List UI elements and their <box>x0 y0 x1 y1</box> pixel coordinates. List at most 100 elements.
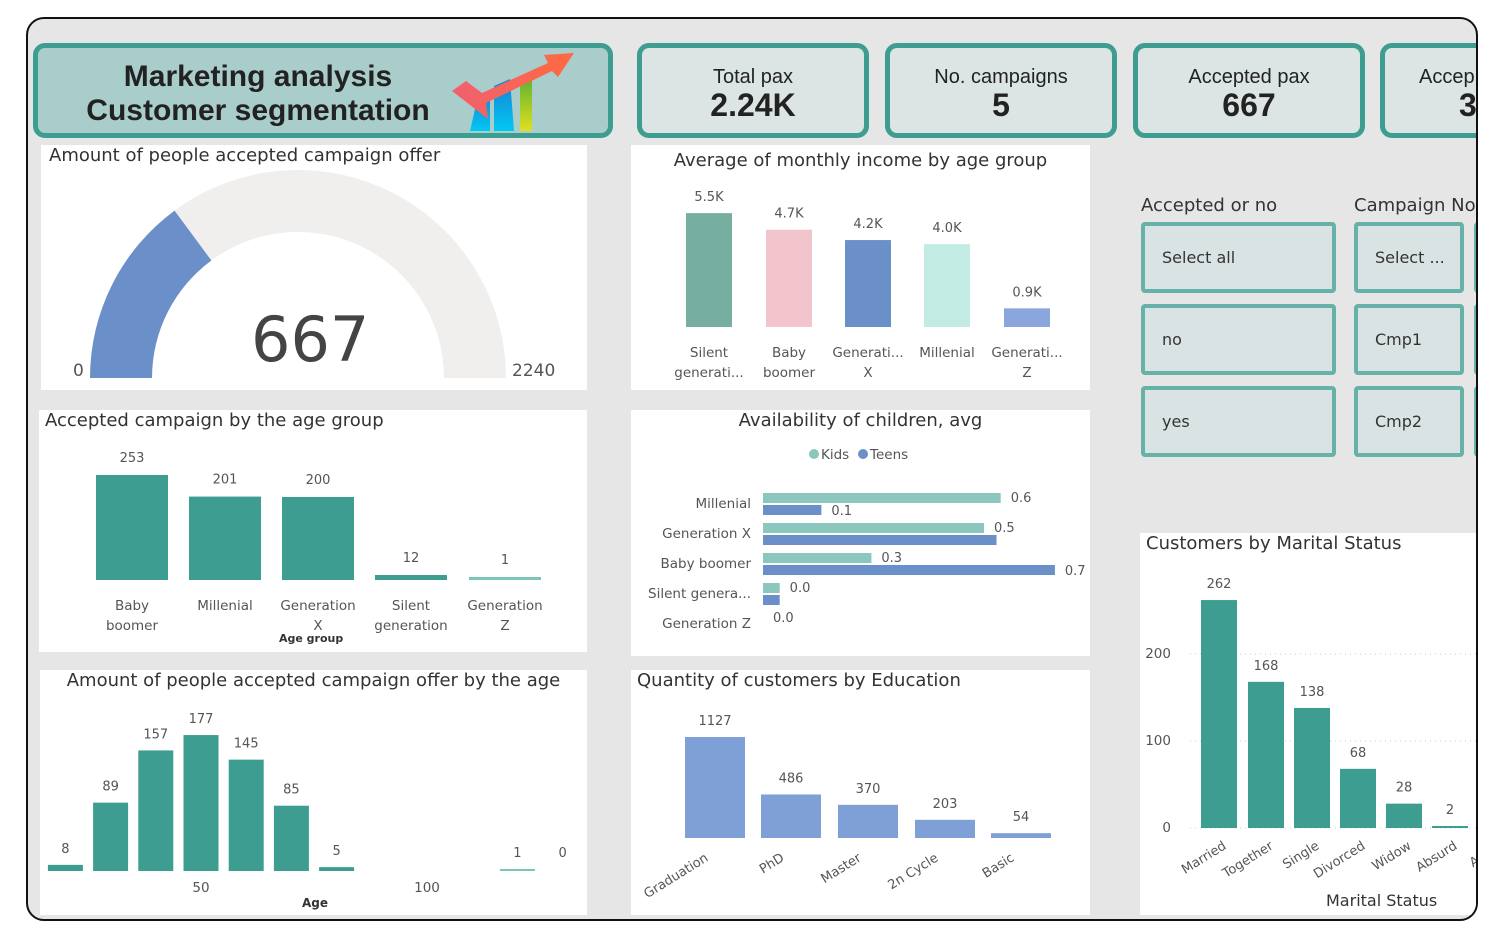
category-label-0: Millenial <box>695 496 751 512</box>
bar-0 <box>1201 600 1237 828</box>
gauge-fill <box>90 210 212 378</box>
gauge-title: Amount of people accepted campaign offer <box>49 145 441 166</box>
kpi-no-campaigns: No. campaigns 5 <box>885 43 1117 138</box>
gauge-chart <box>90 170 506 378</box>
category-label-2: Master <box>819 850 865 887</box>
data-label-4: 0.9K <box>1012 285 1042 300</box>
children-panel: Availability of children, avg Kids Teens M… <box>631 410 1090 656</box>
age-panel: Amount of people accepted campaign offer… <box>40 670 587 915</box>
data-label-1: 201 <box>213 473 238 488</box>
age-chart: 8 89 157 177 145 85 5 1 0 50 100 <box>47 712 567 896</box>
data-label-kids-0: 0.6 <box>1011 491 1032 506</box>
data-label-1: 168 <box>1254 659 1279 674</box>
bar-3 <box>183 735 219 871</box>
bar-kids-2 <box>763 553 872 563</box>
slicer-option-select[interactable]: Select ... <box>1354 222 1464 293</box>
category-label-0: boomer <box>106 618 159 634</box>
slicer-option-cmp1[interactable]: Cmp1 <box>1354 304 1464 375</box>
slicer-campaign-title: Campaign No <box>1354 195 1476 216</box>
data-label-8: 0 <box>558 846 566 861</box>
category-label-3: Divorced <box>1311 839 1368 882</box>
category-label-2: X <box>313 618 322 634</box>
data-label-teens-2: 0.7 <box>1065 564 1086 579</box>
bar-teens-1 <box>763 535 997 545</box>
dashboard-frame: Marketing analysis Customer segmentation… <box>26 17 1478 921</box>
bar-4 <box>469 577 541 580</box>
category-label-2: Generation <box>280 598 355 614</box>
category-label-1: Millenial <box>197 598 253 614</box>
data-label-4: 28 <box>1396 781 1413 796</box>
slicer-option-select-all[interactable]: Select all <box>1141 222 1336 293</box>
education-panel: Quantity of customers by Education 1127 4… <box>631 670 1090 915</box>
legend-marker-kids <box>809 449 819 459</box>
slicer-option-cmp5[interactable] <box>1474 386 1476 457</box>
data-label-teens-0: 0.1 <box>831 504 852 519</box>
bar-7 <box>499 869 535 871</box>
data-label-0: 262 <box>1207 577 1232 592</box>
data-label-7: 1 <box>513 846 521 861</box>
age-axis-title: Age <box>302 896 329 910</box>
legend-marker-teens <box>858 449 868 459</box>
category-label-3: 2n Cycle <box>886 851 942 893</box>
data-label-3: 12 <box>403 551 420 566</box>
slicer-option-yes[interactable]: yes <box>1141 386 1336 457</box>
slicer-option-cmp3[interactable] <box>1474 222 1476 293</box>
bar-0 <box>47 864 83 871</box>
data-label-kids-1: 0.5 <box>994 521 1015 536</box>
data-label-2: 157 <box>143 727 168 742</box>
category-label-3: generation <box>374 618 447 634</box>
bar-3 <box>1340 768 1376 828</box>
category-label-6: Alone <box>1467 839 1478 871</box>
marital-chart-title: Customers by Marital Status <box>1146 533 1402 554</box>
x-tick-label: 50 <box>192 880 209 896</box>
kpi-value: 5 <box>992 87 1010 123</box>
income-chart: 5.5K 4.7K 4.2K 4.0K 0.9K Silent generati... Bab… <box>674 190 1062 381</box>
bar-3 <box>924 244 970 327</box>
category-label-0: Baby <box>115 598 149 614</box>
bar-0 <box>686 213 732 327</box>
gauge-panel: Amount of people accepted campaign offer… <box>41 145 587 390</box>
title-line-2: Customer segmentation <box>86 94 430 127</box>
marital-panel: Customers by Marital Status 0 100 200 262 16… <box>1140 533 1478 915</box>
data-label-1: 486 <box>779 771 804 786</box>
education-chart-title: Quantity of customers by Education <box>637 670 961 691</box>
agegroup-panel: Accepted campaign by the age group 253 20… <box>39 410 587 652</box>
category-label-2: Baby boomer <box>661 556 752 572</box>
slicer-option-no[interactable]: no <box>1141 304 1336 375</box>
y-tick-label: 100 <box>1145 733 1171 749</box>
data-label-kids-3: 0.0 <box>790 581 811 596</box>
kpi-label: Total pax <box>712 66 794 88</box>
category-label-1: PhD <box>757 851 787 878</box>
data-label-5: 85 <box>283 783 300 798</box>
category-label-4: Generation Z <box>662 616 751 632</box>
category-label-4: Widow <box>1370 838 1415 874</box>
bar-2 <box>282 497 354 580</box>
bar-1 <box>1248 681 1284 828</box>
bar-4 <box>228 759 264 871</box>
data-label-2: 138 <box>1300 685 1325 700</box>
gauge-min-label: 0 <box>73 361 84 381</box>
bar-teens-0 <box>763 505 822 515</box>
slicer-option-cmp2[interactable]: Cmp2 <box>1354 386 1464 457</box>
data-label-4: 145 <box>234 737 259 752</box>
data-label-2: 4.2K <box>853 217 883 232</box>
category-label-0: generati... <box>674 365 743 381</box>
category-label-5: Absurd <box>1414 839 1461 876</box>
category-label-3: Millenial <box>919 345 975 361</box>
bar-kids-0 <box>763 493 1001 503</box>
kpi-label: Accepted pax <box>1188 66 1310 88</box>
slicer-option-cmp4[interactable] <box>1474 304 1476 375</box>
kpi-value: 667 <box>1222 87 1276 123</box>
income-chart-title: Average of monthly income by age group <box>673 150 1048 171</box>
y-tick-label: 0 <box>1162 820 1171 836</box>
children-chart: Kids Teens Millenial 0.6 0.1 Generation X 0.5 B… <box>648 447 1086 632</box>
kpi-accepted-pax: Accepted pax 667 <box>1133 43 1365 138</box>
bar-1 <box>189 496 261 580</box>
kpi-total-pax: Total pax 2.24K <box>637 43 869 138</box>
bar-kids-1 <box>763 523 985 533</box>
bar-1 <box>761 794 821 838</box>
bar-4 <box>1386 803 1422 828</box>
bar-2 <box>138 750 174 871</box>
kpi-accepted-extra: Accep 3 <box>1380 43 1476 138</box>
data-label-3: 68 <box>1350 746 1367 761</box>
